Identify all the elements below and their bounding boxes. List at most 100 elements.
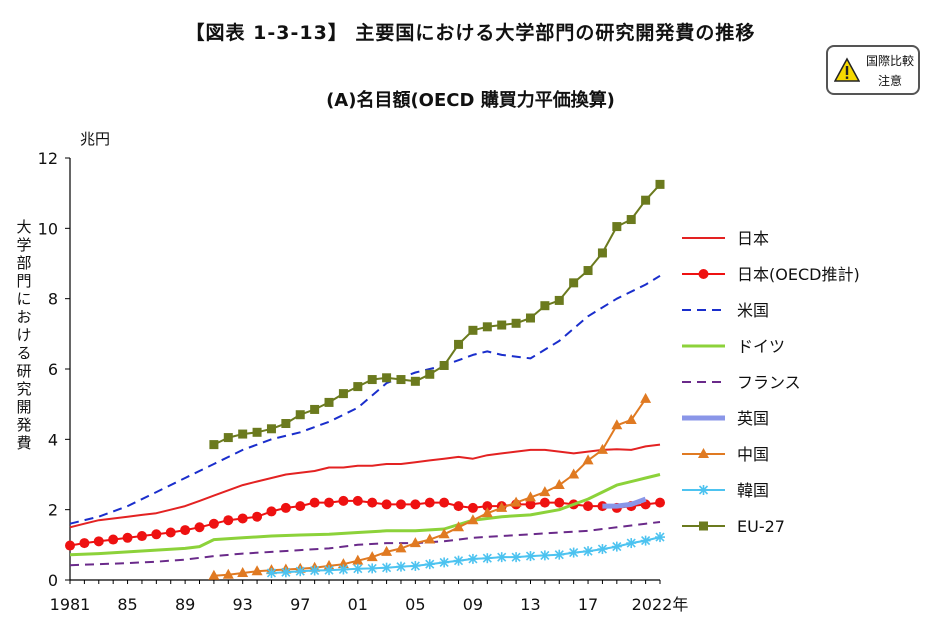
- data-point: [539, 486, 551, 497]
- y-tick-label: 8: [48, 290, 58, 309]
- y-tick-label: 12: [38, 149, 58, 168]
- data-point: [309, 565, 320, 576]
- data-point: [467, 553, 478, 564]
- legend-label: EU-27: [737, 517, 785, 536]
- data-point: [136, 531, 147, 542]
- badge-text: 国際比較注意: [865, 54, 914, 88]
- data-point: [539, 497, 550, 508]
- x-tick-label: 17: [578, 595, 598, 614]
- data-point: [324, 397, 334, 407]
- data-point: [597, 248, 607, 258]
- data-point: [583, 546, 594, 557]
- series-line-4: [69, 521, 661, 567]
- data-point: [468, 325, 478, 335]
- data-point: [108, 534, 119, 545]
- legend-marker: [699, 521, 708, 531]
- data-point: [409, 537, 421, 548]
- legend-label: 韓国: [737, 481, 769, 500]
- data-point: [497, 320, 507, 330]
- data-point: [524, 491, 536, 502]
- data-point: [353, 382, 363, 392]
- series-line-0: [69, 443, 661, 529]
- x-tick-label: 05: [405, 595, 425, 614]
- x-tick-label: 93: [233, 595, 253, 614]
- data-point: [93, 536, 104, 547]
- data-point: [453, 501, 464, 512]
- data-point: [223, 433, 233, 443]
- data-point: [568, 547, 579, 558]
- legend-label: 中国: [737, 445, 769, 464]
- data-point: [467, 514, 479, 525]
- y-axis-label: 大学部門における研究開発費: [16, 218, 32, 452]
- data-point: [410, 560, 421, 571]
- chart-subtitle: (A)名目額(OECD 購買力平価換算): [326, 90, 615, 111]
- data-point: [482, 322, 492, 332]
- data-point: [641, 195, 651, 205]
- data-point: [482, 553, 493, 564]
- international-comparison-badge: 国際比較注意: [826, 45, 920, 95]
- data-point: [252, 427, 262, 437]
- series-line-7: [271, 536, 661, 574]
- data-point: [338, 495, 349, 506]
- data-point: [352, 563, 363, 574]
- data-point: [453, 555, 464, 566]
- data-point: [425, 369, 435, 379]
- y-tick-label: 4: [48, 430, 58, 449]
- data-point: [611, 541, 622, 552]
- data-point: [424, 533, 436, 544]
- data-point: [454, 339, 464, 349]
- y-tick-label: 6: [48, 360, 58, 379]
- data-point: [439, 497, 450, 508]
- y-tick-label: 0: [48, 571, 58, 590]
- data-point: [352, 554, 364, 565]
- data-point: [640, 392, 652, 403]
- chart-title: 【図表 1-3-13】 主要国における大学部門の研究開発費の推移: [185, 22, 756, 44]
- data-point: [611, 419, 623, 430]
- data-point: [338, 564, 349, 575]
- y-tick-label: 2: [48, 501, 58, 520]
- data-point: [439, 557, 450, 568]
- data-point: [410, 376, 420, 386]
- data-point: [612, 222, 622, 232]
- data-point: [439, 360, 449, 370]
- data-point: [625, 413, 637, 424]
- data-point: [223, 515, 234, 526]
- data-point: [438, 528, 450, 539]
- data-point: [467, 502, 478, 513]
- data-point: [295, 501, 306, 512]
- legend-marker: [698, 485, 709, 495]
- legend-label: 日本: [737, 229, 769, 248]
- data-point: [266, 506, 277, 517]
- data-point: [122, 532, 133, 543]
- data-point: [281, 419, 291, 429]
- data-point: [382, 373, 392, 383]
- data-point: [352, 495, 363, 506]
- x-tick-label: 89: [175, 595, 195, 614]
- data-point: [367, 563, 378, 574]
- series-line-2: [69, 274, 661, 525]
- data-point: [496, 552, 507, 563]
- x-tick-label: 01: [348, 595, 368, 614]
- x-tick-label: 97: [290, 595, 310, 614]
- data-point: [554, 295, 564, 305]
- legend-label: 日本(OECD推計): [737, 265, 860, 284]
- data-point: [395, 499, 406, 510]
- data-point: [324, 497, 335, 508]
- data-point: [583, 501, 594, 512]
- warning-icon: [834, 57, 860, 82]
- y-axis-unit: 兆円: [80, 130, 111, 148]
- data-point: [395, 542, 407, 553]
- legend-label: 米国: [737, 301, 769, 320]
- data-point: [266, 424, 276, 434]
- data-point: [583, 266, 593, 276]
- data-point: [396, 375, 406, 385]
- data-point: [222, 568, 234, 579]
- data-point: [568, 468, 580, 479]
- legend-label: ドイツ: [737, 337, 785, 356]
- data-point: [655, 179, 665, 189]
- data-point: [496, 501, 508, 512]
- data-point: [79, 538, 90, 549]
- data-point: [237, 566, 249, 577]
- data-point: [453, 521, 465, 532]
